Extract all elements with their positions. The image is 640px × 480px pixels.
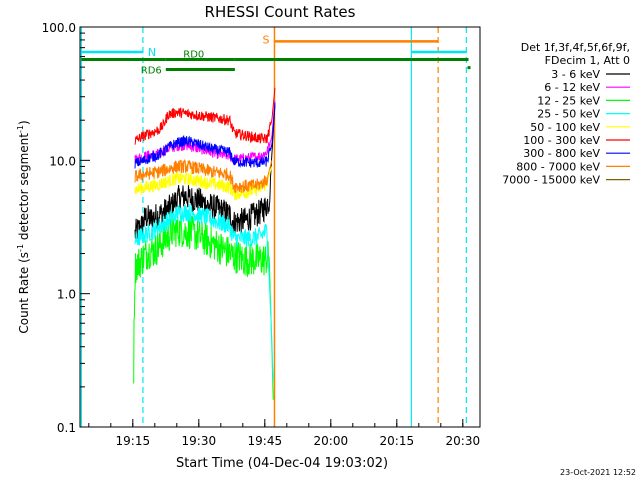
x-tick-label-2: 19:45 <box>248 434 283 448</box>
x-axis-label: Start Time (04-Dec-04 19:03:02) <box>176 456 388 471</box>
legend-label-4: 50 - 100 keV <box>530 121 600 134</box>
x-axis: 19:15 19:30 19:45 20:00 20:15 20:30 <box>88 419 481 448</box>
y-axis-label-sup2: -1 <box>16 125 25 133</box>
legend: Det 1f,3f,4f,5f,6f,9f, FDecim 1, Att 0 3… <box>502 41 630 187</box>
legend-label-3: 25 - 50 keV <box>537 108 600 121</box>
legend-label-0: 3 - 6 keV <box>551 68 600 81</box>
x-tick-label-4: 20:15 <box>380 434 415 448</box>
green-dot <box>467 66 471 70</box>
green-bar-label-3: RD6 <box>141 66 162 77</box>
y-axis-label-part1: Count Rate (s <box>17 252 31 334</box>
series-line-6 <box>134 102 276 169</box>
y-tick-label-0: 0.1 <box>57 421 76 435</box>
series-line-5 <box>134 87 276 145</box>
y-axis-label-part2: detector segment <box>17 133 31 244</box>
y-tick-label-1: 1.0 <box>57 288 76 302</box>
legend-label-2: 12 - 25 keV <box>537 94 600 107</box>
legend-label-8: 7000 - 15000 keV <box>502 174 600 187</box>
plot-frame <box>79 26 481 428</box>
timestamp: 23-Oct-2021 12:52 <box>560 468 636 477</box>
y-axis-label-part3: ) <box>17 120 31 125</box>
series-line-3 <box>134 204 274 382</box>
y-axis-label-sup1: -1 <box>16 244 25 252</box>
y-axis-label: Count Rate (s-1 detector segment-1) <box>16 120 31 333</box>
x-tick-label-5: 20:30 <box>446 434 481 448</box>
series-line-7 <box>134 158 273 193</box>
series-line-2 <box>133 215 274 400</box>
y-axis: 0.1 1.0 10.0 100.0 <box>42 21 90 435</box>
x-tick-label-3: 20:00 <box>314 434 349 448</box>
x-tick-label-0: 19:15 <box>116 434 151 448</box>
x-tick-label-1: 19:30 <box>182 434 217 448</box>
legend-label-5: 100 - 300 keV <box>523 134 600 147</box>
plot-layer: N RD0 RD6 S <box>80 27 471 427</box>
series-line-4 <box>134 166 273 201</box>
y-tick-label-2: 10.0 <box>49 154 76 168</box>
legend-label-6: 300 - 800 keV <box>523 147 600 160</box>
chart-title: RHESSI Count Rates <box>205 3 356 21</box>
cyan-bar-label-0: N <box>148 46 156 59</box>
legend-header-line-1: Det 1f,3f,4f,5f,6f,9f, <box>521 41 630 54</box>
y-tick-label-3: 100.0 <box>42 21 76 35</box>
green-bar-label-1: RD0 <box>183 50 204 61</box>
legend-label-1: 6 - 12 keV <box>544 81 600 94</box>
legend-label-7: 800 - 7000 keV <box>516 160 600 173</box>
orange-bar-label: S <box>262 33 269 46</box>
legend-header-line-2: FDecim 1, Att 0 <box>545 54 630 67</box>
